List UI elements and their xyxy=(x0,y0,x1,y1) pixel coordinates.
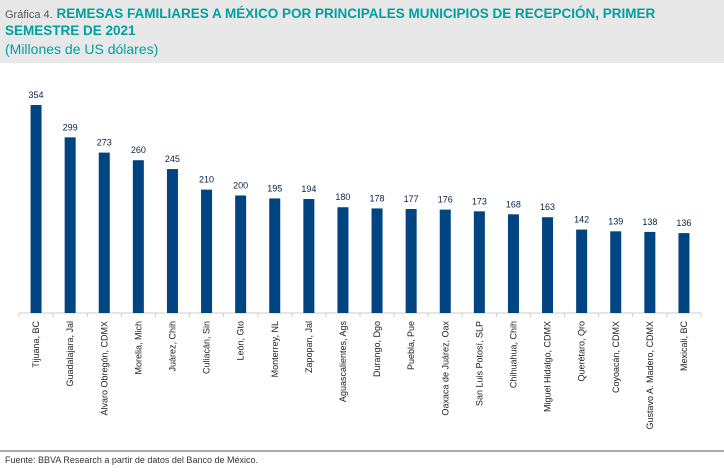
bar xyxy=(576,229,588,313)
data-label: 136 xyxy=(676,218,691,228)
data-label: 210 xyxy=(199,175,214,185)
bar xyxy=(644,231,656,313)
data-label: 168 xyxy=(506,199,521,209)
category-label: Puebla, Pue xyxy=(406,321,416,370)
category-label: Zapopan, Jal xyxy=(304,321,314,373)
category-label: León, Gto xyxy=(236,321,246,361)
data-label: 299 xyxy=(63,122,78,132)
data-label: 176 xyxy=(438,195,453,205)
data-label: 178 xyxy=(370,193,385,203)
bar xyxy=(303,199,315,313)
category-label: Monterrey, NL xyxy=(270,321,280,377)
chart-title: Gráfica 4. REMESAS FAMILIARES A MÉXICO P… xyxy=(5,6,715,39)
data-label: 354 xyxy=(29,90,44,100)
category-label: Mexicali, BC xyxy=(679,321,689,372)
category-label: San Luis Potosí, SLP xyxy=(474,321,484,406)
data-label: 180 xyxy=(335,192,350,202)
category-label: Gustavo A. Madero, CDMX xyxy=(645,321,655,430)
bar xyxy=(371,208,383,313)
category-label: Tijuana, BC xyxy=(31,320,41,367)
title-text: REMESAS FAMILIARES A MÉXICO POR PRINCIPA… xyxy=(5,6,656,38)
bar xyxy=(405,209,417,313)
bar-chart: 354 Tijuana, BC 299 Guadalajara, Jal 273 Álva… xyxy=(18,90,702,430)
chart-header xyxy=(0,0,724,63)
bar xyxy=(235,195,247,313)
data-label: 194 xyxy=(301,184,316,194)
data-label: 173 xyxy=(472,196,487,206)
category-label: Guadalajara, Jal xyxy=(65,321,75,387)
category-label: Querétaro, Qro xyxy=(577,321,587,382)
bar xyxy=(98,152,110,313)
category-label: Juárez, Chih xyxy=(167,321,177,372)
bar xyxy=(30,105,42,313)
category-label: Coyoacán, CDMX xyxy=(611,321,621,393)
bar xyxy=(166,169,178,313)
category-label: Álvaro Obregón, CDMX xyxy=(99,321,109,416)
data-label: 260 xyxy=(131,145,146,155)
source-note: Fuente: BBVA Research a partir de datos … xyxy=(5,455,258,465)
bar xyxy=(337,207,349,313)
data-label: 177 xyxy=(404,194,419,204)
divider xyxy=(0,450,724,452)
category-label: Culiacán, Sin xyxy=(202,321,212,374)
bar xyxy=(201,189,213,313)
bar xyxy=(64,137,76,313)
bar xyxy=(439,209,451,313)
figure-label: Gráfica 4. xyxy=(5,9,53,21)
bar xyxy=(678,233,690,313)
chart-subtitle: (Millones de US dólares) xyxy=(5,41,159,57)
category-label: Morelia, Mich xyxy=(133,321,143,375)
data-label: 138 xyxy=(642,217,657,227)
bar xyxy=(269,198,281,313)
category-label: Miguel Hidalgo, CDMX xyxy=(543,321,553,412)
data-label: 195 xyxy=(267,183,282,193)
data-label: 245 xyxy=(165,154,180,164)
category-label: Durango, Dgo xyxy=(372,321,382,377)
data-label: 142 xyxy=(574,215,589,225)
category-label: Aguascalientes, Ags xyxy=(338,321,348,403)
bar xyxy=(610,231,622,313)
data-label: 139 xyxy=(608,216,623,226)
data-label: 163 xyxy=(540,202,555,212)
bar xyxy=(507,214,519,313)
category-label: Oaxaca de Juárez, Oax xyxy=(440,321,450,416)
category-label: Chihuahua, Chih xyxy=(508,321,518,388)
data-label: 200 xyxy=(233,180,248,190)
data-label: 273 xyxy=(97,138,112,148)
bar xyxy=(542,217,554,313)
bar xyxy=(473,211,485,313)
bar xyxy=(132,160,144,313)
